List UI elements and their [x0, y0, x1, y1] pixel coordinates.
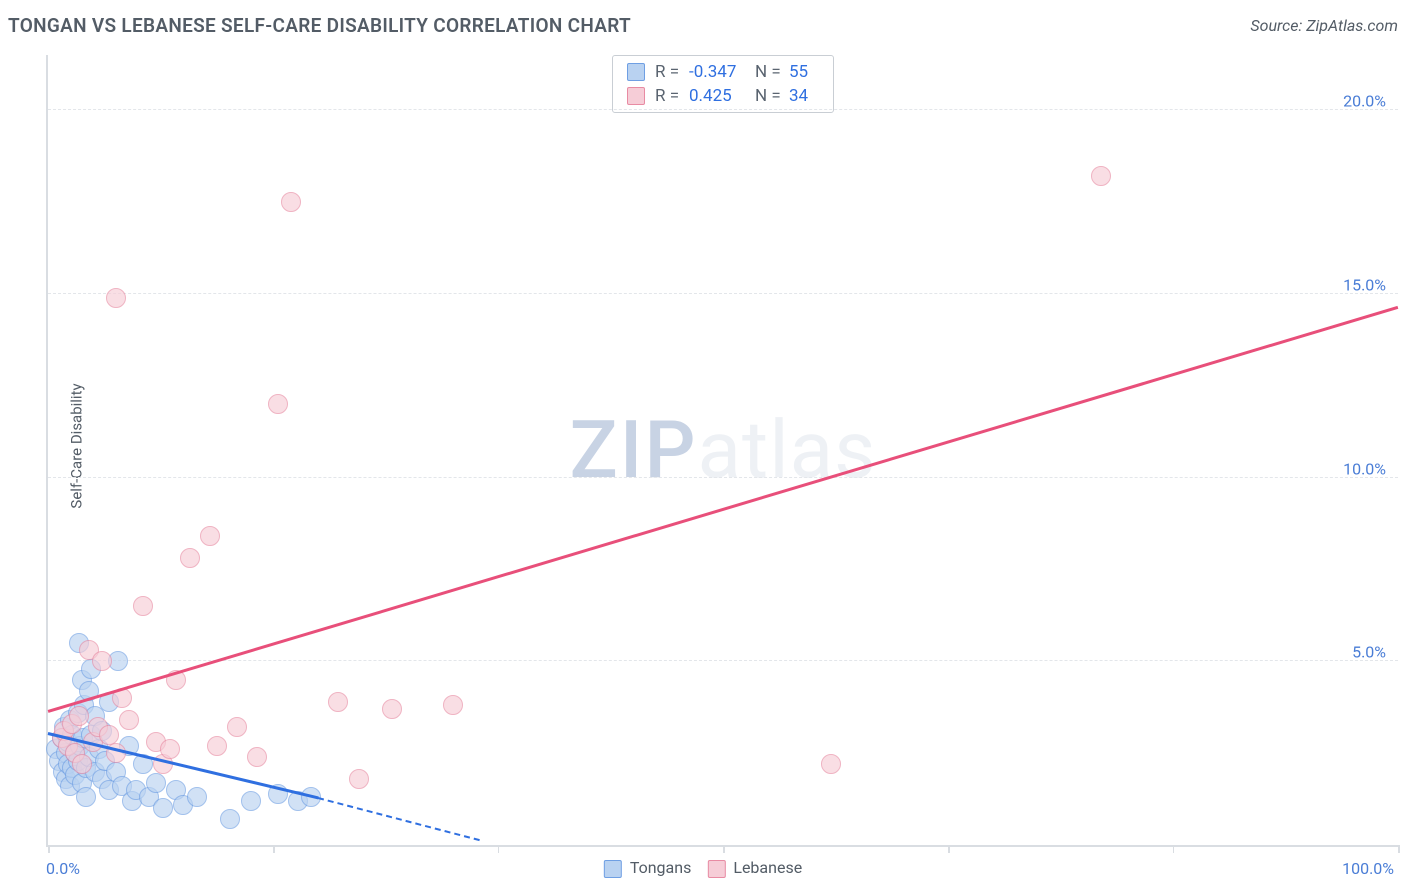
x-tick-mark — [1173, 845, 1175, 853]
stats-n-label: N = — [755, 62, 783, 82]
legend-item: Tongans — [604, 858, 692, 878]
gridline — [48, 477, 1398, 478]
chart-title: TONGAN VS LEBANESE SELF-CARE DISABILITY … — [8, 14, 631, 37]
stats-r-value: 0.425 — [689, 86, 749, 106]
trend-line — [48, 306, 1399, 713]
data-point — [133, 596, 153, 616]
data-point — [268, 394, 288, 414]
legend-swatch — [707, 860, 725, 878]
legend-label: Lebanese — [733, 858, 802, 877]
data-point — [146, 773, 166, 793]
data-point — [328, 692, 348, 712]
stats-r-value: -0.347 — [689, 62, 749, 82]
gridline — [48, 109, 1398, 110]
data-point — [443, 695, 463, 715]
x-tick-mark — [1398, 845, 1400, 853]
data-point — [1091, 166, 1111, 186]
data-point — [160, 739, 180, 759]
stats-swatch — [627, 87, 645, 105]
y-tick-label: 10.0% — [1343, 459, 1386, 478]
data-point — [72, 754, 92, 774]
watermark: ZIPatlas — [570, 403, 877, 497]
watermark-atlas: atlas — [698, 403, 877, 497]
y-tick-label: 5.0% — [1352, 643, 1386, 662]
legend-item: Lebanese — [707, 858, 802, 878]
x-tick-label: 0.0% — [46, 859, 80, 878]
stats-n-label: N = — [755, 86, 783, 106]
data-point — [220, 809, 240, 829]
x-tick-label: 100.0% — [1342, 859, 1394, 878]
x-tick-mark — [498, 845, 500, 853]
watermark-zip: ZIP — [570, 403, 698, 497]
gridline — [48, 660, 1398, 661]
stats-swatch — [627, 63, 645, 81]
data-point — [180, 548, 200, 568]
x-tick-mark — [273, 845, 275, 853]
x-tick-mark — [723, 845, 725, 853]
data-point — [349, 769, 369, 789]
gridline — [48, 293, 1398, 294]
data-point — [92, 651, 112, 671]
chart-legend: Tongans Lebanese — [604, 858, 802, 878]
data-point — [69, 706, 89, 726]
data-point — [119, 710, 139, 730]
data-point — [241, 791, 261, 811]
y-tick-label: 20.0% — [1343, 92, 1386, 111]
x-tick-mark — [948, 845, 950, 853]
legend-swatch — [604, 860, 622, 878]
legend-label: Tongans — [630, 858, 692, 877]
y-tick-label: 15.0% — [1343, 275, 1386, 294]
data-point — [200, 526, 220, 546]
chart-header: TONGAN VS LEBANESE SELF-CARE DISABILITY … — [0, 0, 1406, 50]
trend-line-extrapolated — [318, 797, 480, 841]
stats-r-label: R = — [655, 86, 683, 106]
data-point — [99, 725, 119, 745]
data-point — [821, 754, 841, 774]
x-tick-mark — [48, 845, 50, 853]
data-point — [76, 787, 96, 807]
data-point — [106, 288, 126, 308]
data-point — [207, 736, 227, 756]
data-point — [187, 787, 207, 807]
chart-source: Source: ZipAtlas.com — [1250, 16, 1398, 35]
correlation-stats-box: R = -0.347 N = 55 R = 0.425 N = 34 — [612, 55, 834, 113]
plot-area: ZIPatlas R = -0.347 N = 55 R = 0.425 N = 34 5.0… — [46, 55, 1398, 847]
data-point — [227, 717, 247, 737]
data-point — [382, 699, 402, 719]
data-point — [247, 747, 267, 767]
stats-n-value: 34 — [789, 86, 819, 106]
data-point — [281, 192, 301, 212]
stats-n-value: 55 — [789, 62, 819, 82]
data-point — [153, 798, 173, 818]
stats-r-label: R = — [655, 62, 683, 82]
